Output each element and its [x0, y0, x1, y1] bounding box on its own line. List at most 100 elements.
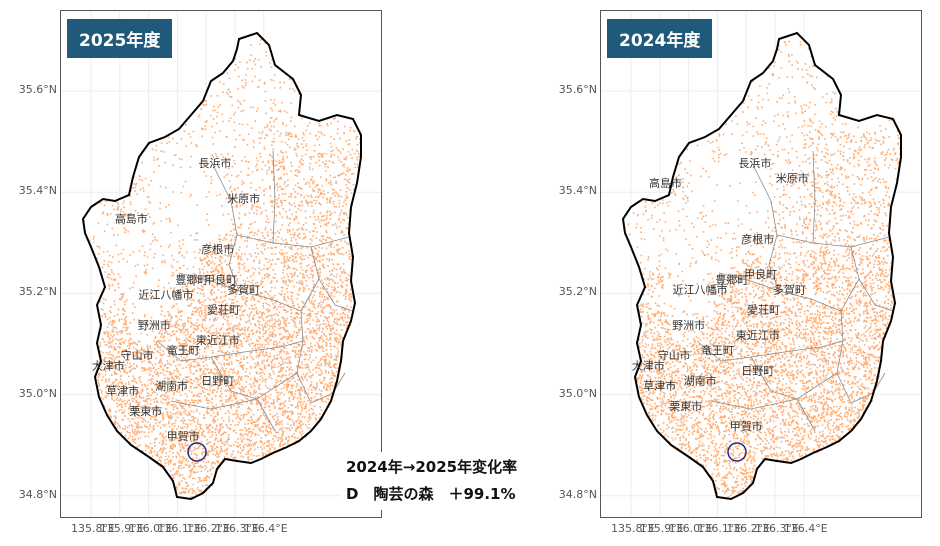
- municipal-boundary-3: [850, 246, 894, 312]
- municipal-boundary-9: [750, 356, 838, 400]
- y-tick-label: 34.8°N: [558, 487, 597, 501]
- municipal-boundary-10: [170, 398, 258, 410]
- municipal-boundary-2: [812, 150, 816, 244]
- city-label: 栗東市: [669, 399, 702, 413]
- municipal-boundary-7: [750, 340, 844, 358]
- municipal-boundary-5: [178, 272, 240, 292]
- city-label: 大津市: [632, 358, 665, 372]
- municipal-boundary-4: [238, 278, 320, 312]
- city-label: 多賀町: [227, 282, 260, 296]
- x-tick-label: 136.2°E: [186, 522, 231, 535]
- city-label: 栗東市: [129, 404, 162, 418]
- map-panel-2024: 長浜市 米原市 高島市彦根市甲良町 豊郷町多賀町 近江八幡市愛荘町野洲市東近江市 竜王町守…: [600, 10, 922, 518]
- y-tick-label: 35.4°N: [18, 184, 57, 198]
- city-label: 竜王町: [167, 343, 200, 357]
- municipal-boundary-11: [256, 398, 276, 432]
- y-tick-label: 35.2°N: [558, 285, 597, 299]
- city-label: 米原市: [776, 171, 809, 185]
- x-tick-label: 135.9°E: [639, 522, 684, 535]
- year-badge-2025: 2025年度: [67, 19, 173, 58]
- city-label: 湖南市: [684, 373, 717, 387]
- city-label: 守山市: [121, 348, 154, 362]
- city-label: 豊郷町: [715, 272, 748, 286]
- city-label: 日野町: [201, 374, 234, 387]
- y-tick-label: 35.0°N: [18, 386, 57, 400]
- city-label: 多賀町: [773, 282, 806, 296]
- density-dots: [83, 39, 362, 500]
- visit-density-points: [627, 40, 902, 500]
- y-tick-label: 35.4°N: [558, 184, 597, 198]
- municipal-boundary-3: [310, 246, 354, 312]
- x-tick-label: 136.4°E: [243, 522, 288, 535]
- x-tick-label: 136.0°E: [668, 522, 713, 535]
- highlight-circle-ceramic-park: [187, 442, 207, 462]
- municipal-boundary-2: [272, 150, 276, 244]
- y-tick-label: 35.6°N: [558, 83, 597, 96]
- year-badge-2024: 2024年度: [607, 19, 713, 58]
- city-label: 高島市: [115, 212, 148, 226]
- city-label: 甲良町: [744, 267, 777, 281]
- x-tick-label: 136.3°E: [755, 522, 799, 535]
- city-label: 長浜市: [198, 156, 231, 170]
- change-rate-annotation: 2024年→2025年変化率 D 陶芸の森 ＋99.1%: [340, 452, 528, 510]
- city-label: 近江八幡市: [673, 282, 728, 296]
- density-dots: [627, 40, 902, 500]
- city-label: 草津市: [106, 384, 139, 398]
- y-tick-label: 35.2°N: [18, 285, 57, 299]
- city-label: 野洲市: [138, 318, 171, 332]
- municipal-boundary-7: [210, 340, 304, 358]
- municipal-boundary-10: [710, 398, 798, 410]
- visit-density-points: [83, 39, 362, 500]
- x-tick-label: 136.0°E: [128, 522, 173, 535]
- city-label: 豊郷町: [175, 272, 208, 286]
- city-label: 湖南市: [155, 379, 188, 393]
- city-label: 守山市: [658, 348, 691, 362]
- municipal-boundary-1: [776, 234, 890, 248]
- city-label: 甲賀市: [730, 419, 763, 433]
- municipal-boundary-11: [796, 398, 816, 432]
- city-label: 日野町: [741, 364, 774, 377]
- city-label: 彦根市: [741, 232, 774, 246]
- city-label: 大津市: [92, 358, 125, 372]
- x-tick-label: 135.8°E: [71, 522, 115, 535]
- city-label: 東近江市: [736, 328, 780, 342]
- city-label: 米原市: [227, 191, 260, 205]
- municipal-boundary-5: [718, 272, 780, 292]
- municipal-boundary-6: [296, 310, 312, 404]
- x-tick-label: 136.1°E: [697, 522, 742, 535]
- city-label: 東近江市: [196, 333, 240, 347]
- annotation-value: D 陶芸の森 ＋99.1%: [346, 485, 516, 503]
- highlight-circle-ceramic-park: [727, 442, 747, 462]
- city-label: 竜王町: [701, 343, 734, 357]
- city-label: 彦根市: [201, 242, 234, 256]
- x-tick-label: 135.8°E: [611, 522, 655, 535]
- city-label: 長浜市: [738, 156, 771, 170]
- city-label: 近江八幡市: [138, 287, 193, 301]
- x-tick-label: 136.2°E: [726, 522, 771, 535]
- municipal-boundary-6: [836, 310, 852, 404]
- x-tick-label: 136.3°E: [215, 522, 259, 535]
- annotation-title: 2024年→2025年変化率: [346, 458, 518, 476]
- municipal-boundary-8: [156, 340, 212, 362]
- city-label: 愛荘町: [747, 304, 780, 317]
- y-tick-label: 35.0°N: [558, 386, 597, 400]
- municipal-boundary-8: [696, 340, 752, 362]
- city-label: 愛荘町: [207, 304, 240, 317]
- municipal-boundary-4: [778, 278, 860, 312]
- city-label: 野洲市: [672, 318, 705, 332]
- prefecture-outline: [621, 31, 902, 501]
- city-label: 高島市: [649, 176, 682, 190]
- map-panel-2025: 長浜市米原市高島市彦根市甲良町 豊郷町多賀町 近江八幡市愛荘町野洲市東近江市 竜王町守…: [60, 10, 382, 518]
- city-label: 甲賀市: [167, 429, 200, 443]
- city-label: 草津市: [643, 379, 676, 393]
- x-tick-label: 135.9°E: [99, 522, 144, 535]
- city-label: 甲良町: [204, 272, 237, 286]
- y-tick-label: 35.6°N: [18, 83, 57, 96]
- prefecture-outline: [81, 31, 362, 501]
- x-tick-label: 136.4°E: [783, 522, 828, 535]
- x-tick-label: 136.1°E: [157, 522, 202, 535]
- municipal-boundary-9: [210, 356, 298, 400]
- y-tick-label: 34.8°N: [18, 487, 57, 501]
